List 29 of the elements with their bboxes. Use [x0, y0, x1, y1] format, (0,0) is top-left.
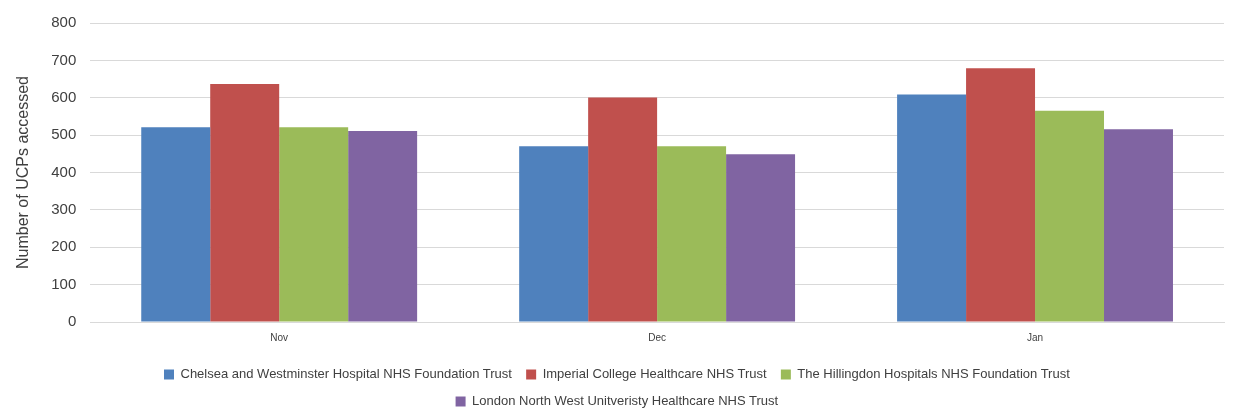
bar: [897, 94, 967, 322]
y-tick-label: 800: [51, 13, 77, 31]
bar: [279, 127, 349, 322]
y-tick-label: 600: [51, 87, 77, 105]
y-tick-label: 500: [51, 125, 77, 143]
y-tick-label: 700: [51, 50, 77, 68]
bar: [588, 97, 658, 322]
bar: [1035, 110, 1105, 322]
bar: [348, 131, 418, 322]
legend-label: Chelsea and Westminster Hospital NHS Foundation Trust: [180, 366, 513, 382]
x-tick-label: Nov: [270, 331, 289, 343]
y-tick-label: 0: [67, 312, 77, 330]
bar: [210, 83, 280, 322]
bar: [519, 146, 589, 322]
y-tick-label: 100: [51, 274, 77, 292]
x-tick-label: Jan: [1026, 331, 1044, 343]
bar: [966, 68, 1036, 322]
bar: [657, 146, 727, 322]
y-tick-label: 300: [51, 200, 77, 218]
legend-label: London North West Unitveristy Healthcare NHS Trust: [472, 393, 779, 409]
x-tick-label: Dec: [648, 331, 667, 343]
bar: [726, 154, 796, 322]
legend-label: Imperial College Healthcare NHS Trust: [542, 366, 768, 382]
legend-label: The Hillingdon Hospitals NHS Foundation Trust: [797, 366, 1071, 382]
y-tick-label: 200: [51, 237, 77, 255]
y-tick-label: 400: [51, 162, 77, 180]
bar: [1104, 129, 1173, 322]
bar: [141, 127, 211, 322]
y-axis-title: Number of UCPs accessed: [14, 76, 32, 269]
